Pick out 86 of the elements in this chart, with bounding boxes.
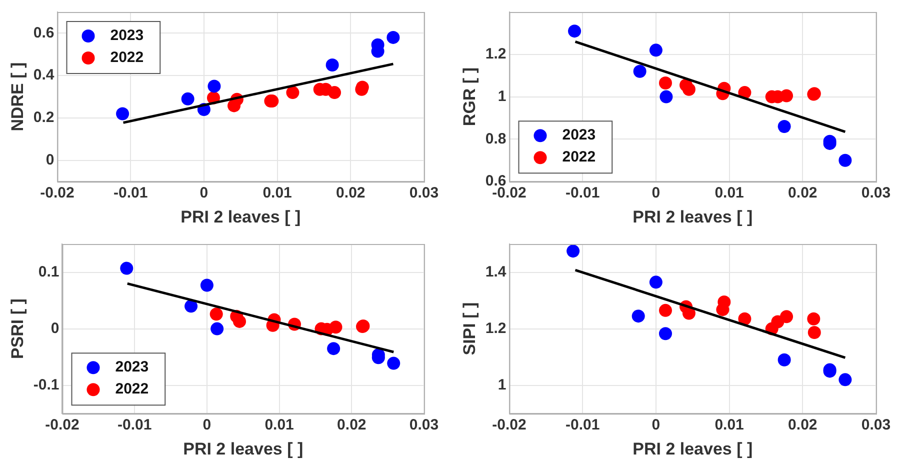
y-tick-label: 0.6 — [33, 24, 54, 42]
point — [233, 314, 246, 328]
y-tick-label: 1 — [498, 88, 506, 105]
point — [780, 89, 794, 102]
x-tick-label: 0.01 — [262, 184, 292, 202]
point — [718, 295, 731, 308]
x-axis-title: PRI 2 leaves [ ] — [180, 207, 301, 226]
point — [327, 342, 340, 356]
point — [120, 262, 134, 275]
point — [649, 44, 662, 57]
x-tick-label: 0.03 — [861, 184, 891, 202]
y-tick-label: 0 — [50, 320, 60, 337]
x-tick-label: 0.02 — [788, 416, 818, 434]
point — [326, 58, 339, 72]
point — [780, 310, 794, 324]
x-tick-label: 0.02 — [337, 416, 366, 434]
point — [808, 326, 821, 339]
legend-label: 2022 — [115, 380, 149, 398]
y-tick-label: 0.8 — [485, 130, 506, 148]
point — [210, 322, 224, 336]
x-tick-label: 0.01 — [264, 416, 294, 434]
y-tick-label: 1.2 — [485, 46, 506, 63]
point — [632, 310, 645, 323]
x-tick-label: 0 — [202, 416, 212, 434]
x-axis-title: PRI 2 leaves [ ] — [632, 439, 753, 458]
y-tick-label: 0.2 — [33, 109, 54, 126]
point — [778, 120, 791, 133]
point — [649, 276, 662, 289]
point — [329, 320, 342, 334]
point — [568, 24, 582, 38]
x-tick-label: -0.01 — [566, 416, 600, 434]
x-tick-label: 0 — [652, 184, 660, 202]
x-axis-title: PRI 2 leaves [ ] — [632, 207, 753, 226]
x-tick-label: -0.02 — [492, 416, 526, 434]
x-tick-label: 0.01 — [714, 184, 744, 202]
y-tick-label: 0.4 — [33, 66, 55, 84]
legend-label: 2023 — [115, 358, 149, 376]
x-tick-label: -0.01 — [566, 184, 600, 202]
point — [387, 356, 400, 370]
point — [658, 304, 672, 317]
point — [658, 327, 672, 340]
point — [838, 154, 852, 167]
point — [286, 86, 300, 100]
point — [328, 86, 342, 100]
point — [200, 278, 214, 292]
legend-label: 2022 — [110, 49, 144, 66]
point — [566, 244, 580, 258]
x-axis-title: PRI 2 leaves [ ] — [183, 439, 304, 458]
x-tick-label: 0 — [200, 184, 208, 202]
x-tick-label: -0.01 — [114, 184, 148, 202]
point — [208, 80, 221, 93]
point — [807, 312, 820, 326]
point — [633, 64, 646, 78]
y-tick-label: 1 — [498, 376, 506, 394]
y-axis-title: SIPI [ ] — [460, 302, 479, 356]
y-tick-label: 1.2 — [485, 320, 506, 337]
x-tick-label: 0.03 — [409, 416, 439, 434]
y-axis-title: RGR [ ] — [460, 68, 479, 126]
x-tick-label: -0.02 — [40, 184, 74, 202]
x-tick-label: 0.03 — [861, 416, 891, 434]
legend-label: 2022 — [562, 148, 596, 166]
point — [116, 107, 130, 120]
point — [778, 353, 791, 366]
y-tick-label: 1.4 — [485, 263, 507, 280]
y-tick-label: 0.1 — [38, 263, 60, 280]
y-tick-label: -0.1 — [33, 376, 60, 394]
x-tick-label: 0.01 — [714, 416, 744, 434]
point — [184, 300, 198, 313]
y-axis-title: PSRI [ ] — [8, 298, 27, 360]
y-tick-label: 0 — [46, 152, 54, 169]
point — [658, 76, 672, 90]
point — [838, 373, 852, 386]
point — [210, 308, 223, 321]
x-tick-label: 0.03 — [409, 184, 439, 202]
point — [386, 30, 400, 44]
legend-label: 2023 — [562, 126, 596, 144]
legend-label: 2023 — [110, 27, 144, 44]
y-axis-title: NDRE [ ] — [8, 62, 27, 132]
x-tick-label: 0.02 — [336, 184, 366, 202]
x-tick-label: -0.01 — [117, 416, 152, 434]
point — [682, 82, 696, 96]
point — [660, 90, 673, 104]
x-tick-label: 0 — [652, 416, 660, 434]
x-tick-label: -0.02 — [45, 416, 80, 434]
point — [181, 92, 194, 106]
x-tick-label: 0.02 — [788, 184, 818, 202]
